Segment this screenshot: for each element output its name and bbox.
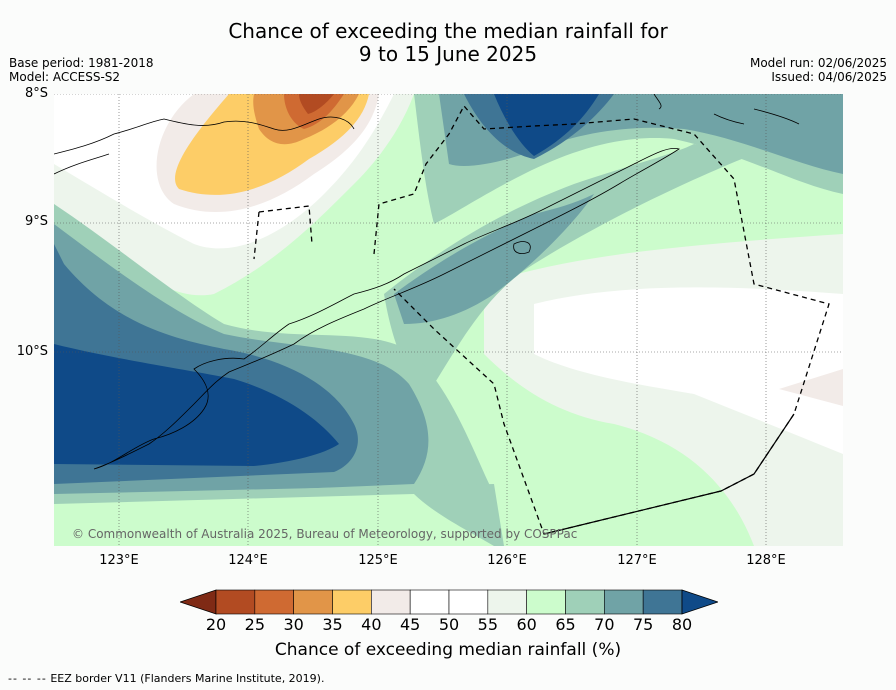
- colorbar-tick-label: 20: [205, 615, 227, 634]
- band-60-65-bottom: [54, 494, 494, 546]
- title-line-2: 9 to 15 June 2025: [358, 42, 538, 66]
- map-copyright: © Commonwealth of Australia 2025, Bureau…: [72, 527, 577, 541]
- colorbar-bin: [293, 589, 333, 615]
- colorbar-tick-label: 50: [438, 615, 460, 634]
- colorbar-tick-label: 70: [594, 615, 615, 634]
- colorbar-bin: [409, 589, 450, 615]
- grid-lines: [54, 94, 843, 546]
- model-run: Model run: 02/06/2025: [749, 56, 887, 70]
- colorbar-tick-label: 35: [322, 615, 343, 634]
- colorbar-bin: [215, 589, 256, 615]
- lat-label-8s: 8°S: [24, 86, 48, 101]
- colorbar-tick-label: 75: [632, 615, 654, 634]
- colorbar-bin: [526, 589, 566, 615]
- lat-label-10s: 10°S: [16, 344, 48, 359]
- colorbar-arrow-high: [681, 589, 718, 615]
- map-title: Chance of exceeding the median rainfall …: [0, 20, 896, 66]
- band-70-75-central: [394, 194, 594, 324]
- colorbar-bin: [371, 589, 411, 615]
- lon-label-125e: 125°E: [358, 553, 398, 568]
- eez-solid-segment: [543, 413, 795, 535]
- lat-label-9s: 9°S: [24, 214, 48, 229]
- issued-date: Issued: 04/06/2025: [771, 70, 887, 84]
- model-name: Model: ACCESS-S2: [9, 70, 121, 84]
- timor-coastline: [93, 147, 680, 470]
- colorbar-tick-label: 65: [555, 615, 576, 634]
- colorbar-bin: [332, 589, 372, 615]
- lon-label-127e: 127°E: [617, 553, 657, 568]
- lon-label-128e: 128°E: [746, 553, 786, 568]
- colorbar-tick-label: 30: [283, 615, 304, 634]
- lon-label-126e: 126°E: [487, 553, 527, 568]
- colorbar-tick-label: 55: [477, 615, 498, 634]
- colorbar-tick-label: 80: [671, 615, 693, 634]
- colorbar-title: Chance of exceeding median rainfall (%): [274, 640, 622, 660]
- title-line-1: Chance of exceeding the median rainfall …: [228, 19, 668, 43]
- rainfall-map: © Commonwealth of Australia 2025, Bureau…: [54, 94, 843, 546]
- small-island-coastline: [513, 241, 531, 254]
- map-canvas: © Commonwealth of Australia 2025, Bureau…: [54, 94, 843, 546]
- colorbar-bin: [565, 589, 605, 615]
- meta-left: Base period: 1981-2018 Model: ACCESS-S2: [9, 56, 154, 84]
- lon-label-123e: 123°E: [99, 553, 139, 568]
- colorbar-bin: [254, 589, 294, 615]
- colorbar-bin: [642, 589, 683, 615]
- lon-label-124e: 124°E: [228, 553, 268, 568]
- colorbar-tick-label: 40: [361, 615, 382, 634]
- band-40-45-east: [779, 369, 843, 406]
- northern-island-coastline: [54, 116, 355, 175]
- colorbar-bin: [487, 589, 527, 615]
- colorbar-tick-label: 60: [516, 615, 537, 634]
- colorbar-arrow-low: [180, 589, 217, 615]
- colorbar-bin: [604, 589, 644, 615]
- footer-legend: -- -- -- EEZ border V11 (Flanders Marine…: [8, 672, 324, 685]
- colorbar: [180, 589, 718, 615]
- colorbar-tick-label: 45: [399, 615, 421, 634]
- eez-legend-marker: -- -- --: [8, 672, 47, 685]
- eez-legend-text: EEZ border V11 (Flanders Marine Institut…: [50, 672, 325, 685]
- base-period: Base period: 1981-2018: [9, 56, 154, 70]
- colorbar-bin: [448, 589, 489, 615]
- eez-border: [253, 104, 830, 535]
- eastern-island-coastline: [653, 94, 800, 125]
- band-80-south: [54, 344, 339, 466]
- meta-right: Model run: 02/06/2025 Issued: 04/06/2025: [750, 56, 887, 84]
- band-20-25: [299, 94, 334, 114]
- colorbar-tick-label: 25: [244, 615, 265, 634]
